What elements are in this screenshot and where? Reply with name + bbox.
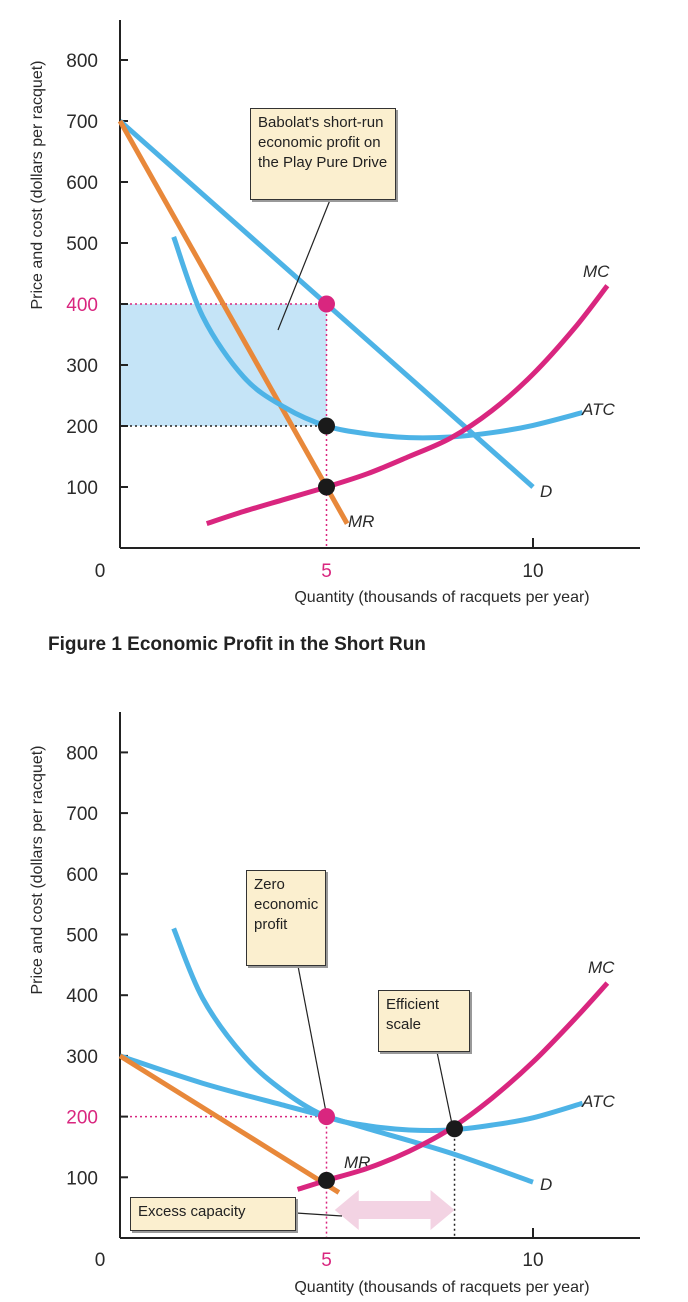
curve-label-atc: ATC xyxy=(581,1092,615,1111)
figure-caption: Figure 1 Economic Profit in the Short Ru… xyxy=(48,634,426,655)
y-tick-label: 100 xyxy=(66,478,98,499)
y-tick-label: 800 xyxy=(66,51,98,72)
chart-1: 100 200 300 400 500 600 700 800 0 5 10 Quantity (th… xyxy=(29,20,640,606)
curve-mc xyxy=(205,284,610,526)
y-tick-label: 200 xyxy=(66,1108,98,1129)
y-tick-label: 600 xyxy=(66,865,98,886)
y-tick-label: 700 xyxy=(66,804,98,825)
curve-atc xyxy=(171,927,584,1134)
callout-short-run-profit: Babolat's short-run economic profit on t… xyxy=(250,108,396,200)
data-point xyxy=(318,1108,335,1126)
curve-label-mc: MC xyxy=(588,958,615,977)
y-tick-label: 400 xyxy=(66,295,98,316)
profit-area xyxy=(120,304,327,426)
callout-efficient-scale: Efficient scale xyxy=(378,990,470,1052)
curve-atc xyxy=(171,236,584,441)
y-axis-title: Price and cost (dollars per racquet) xyxy=(29,746,46,995)
x-tick-label: 0 xyxy=(95,1250,106,1271)
y-axis-title: Price and cost (dollars per racquet) xyxy=(29,61,46,310)
curve-label-d: D xyxy=(540,1175,552,1194)
y-tick-label: 600 xyxy=(66,173,98,194)
callout-leader-line xyxy=(295,1212,343,1217)
data-point xyxy=(318,417,335,435)
data-point xyxy=(318,478,335,496)
curve-label-atc: ATC xyxy=(581,400,615,419)
y-tick-label: 800 xyxy=(66,743,98,764)
chart-2: 100 200 300 400 500 600 700 800 0 5 10 Quantity (th… xyxy=(29,712,640,1296)
curve-label-mc: MC xyxy=(583,262,610,281)
y-tick-label: 500 xyxy=(66,234,98,255)
y-tick-label: 300 xyxy=(66,1047,98,1068)
x-tick-label: 5 xyxy=(321,1250,332,1271)
x-tick-label: 10 xyxy=(522,561,543,582)
curve-mr xyxy=(118,1053,341,1195)
excess-capacity-arrow xyxy=(334,1190,455,1230)
curve-label-d: D xyxy=(540,482,552,501)
y-tick-label: 400 xyxy=(66,986,98,1007)
x-axis-title: Quantity (thousands of racquets per year… xyxy=(294,1279,589,1296)
x-tick-label: 0 xyxy=(95,561,106,582)
data-point xyxy=(446,1120,464,1138)
y-tick-label: 200 xyxy=(66,417,98,438)
x-tick-label: 5 xyxy=(321,561,332,582)
callout-leader-line xyxy=(277,199,331,331)
y-tick-label: 100 xyxy=(66,1168,98,1189)
x-axis-title: Quantity (thousands of racquets per year… xyxy=(294,589,589,606)
callout-excess-capacity: Excess capacity xyxy=(130,1197,296,1231)
data-point xyxy=(318,295,335,313)
callout-leader-line xyxy=(436,1051,453,1125)
callout-leader-line xyxy=(297,965,327,1113)
y-tick-label: 700 xyxy=(66,112,98,133)
callout-zero-profit: Zero economic profit xyxy=(246,870,326,966)
y-tick-label: 300 xyxy=(66,356,98,377)
data-point xyxy=(318,1171,335,1189)
y-tick-label: 500 xyxy=(66,926,98,947)
x-tick-label: 10 xyxy=(522,1250,543,1271)
curve-label-mr: MR xyxy=(348,512,374,531)
